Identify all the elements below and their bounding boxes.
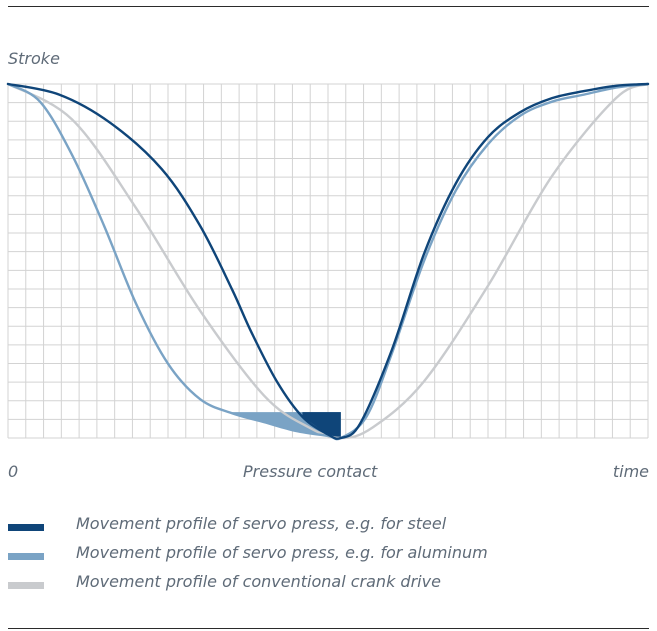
x-tick-label-pressure-contact: Pressure contact [243, 462, 378, 481]
legend-swatch-crank [8, 582, 44, 589]
legend-item-crank: Movement profile of conventional crank d… [8, 570, 648, 599]
x-tick-label-end: time [612, 462, 649, 481]
chart-legend: Movement profile of servo press, e.g. fo… [8, 512, 648, 599]
legend-label-steel: Movement profile of servo press, e.g. fo… [76, 514, 447, 533]
top-rule [8, 6, 649, 7]
series-line-steel [6, 82, 650, 440]
bottom-rule [8, 628, 649, 629]
legend-item-aluminum: Movement profile of servo press, e.g. fo… [8, 541, 648, 570]
legend-swatch-steel [8, 524, 44, 531]
highlight-region [302, 412, 341, 438]
legend-label-aluminum: Movement profile of servo press, e.g. fo… [76, 543, 488, 562]
y-axis-label: Stroke [8, 49, 60, 68]
legend-swatch-aluminum [8, 553, 44, 560]
legend-item-steel: Movement profile of servo press, e.g. fo… [8, 512, 648, 541]
legend-label-crank: Movement profile of conventional crank d… [76, 572, 441, 591]
x-tick-label-start: 0 [8, 462, 19, 481]
